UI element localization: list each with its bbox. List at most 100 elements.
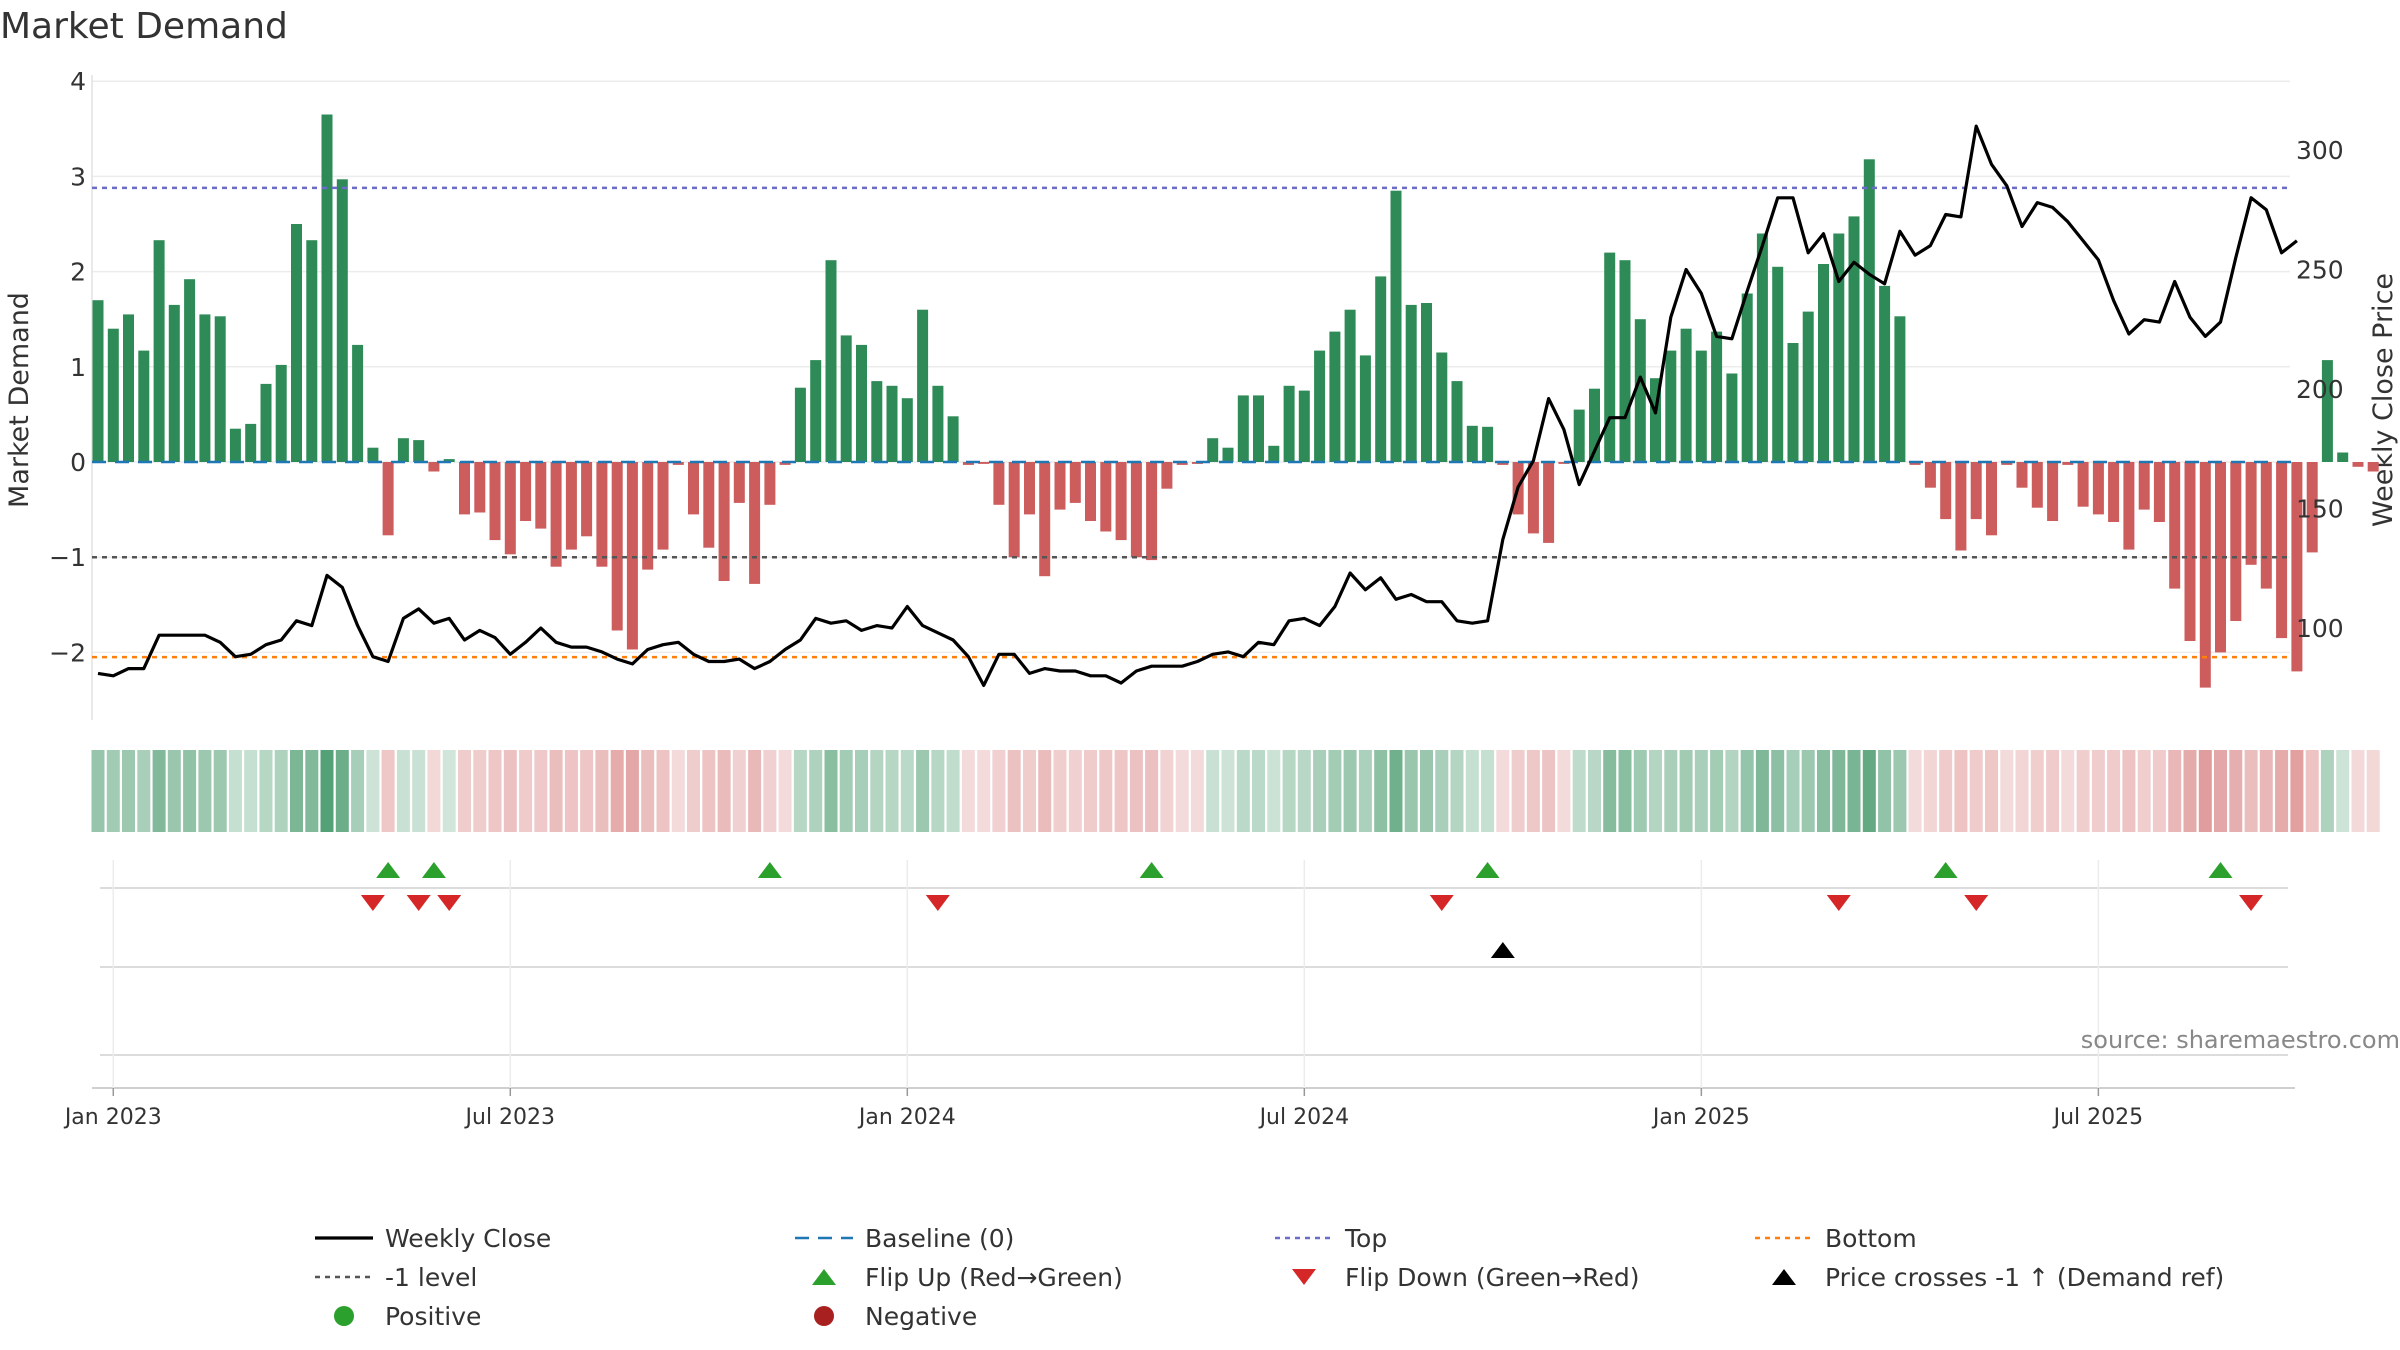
heat-cell <box>1496 750 1510 832</box>
heat-cell <box>1313 750 1327 832</box>
heat-cell <box>1053 750 1067 832</box>
heat-cell <box>1526 750 1540 832</box>
demand-bar <box>2001 462 2013 465</box>
demand-bar <box>2184 462 2196 641</box>
heat-cell <box>2259 750 2273 832</box>
demand-bar <box>153 240 165 462</box>
heat-cell <box>916 750 930 832</box>
demand-bar <box>886 385 898 462</box>
heat-cell <box>1801 750 1815 832</box>
left-tick-label: 2 <box>70 258 86 287</box>
demand-bar <box>596 462 608 567</box>
demand-bar <box>1802 311 1814 462</box>
demand-bar <box>413 440 425 462</box>
flip-down-marker <box>1429 895 1454 911</box>
demand-bar <box>856 344 867 462</box>
heat-cell <box>2168 750 2182 832</box>
heat-cell <box>167 750 181 832</box>
demand-bar <box>794 387 806 462</box>
demand-bar <box>733 462 745 503</box>
heat-cell <box>1343 750 1357 832</box>
demand-bar <box>1054 462 1066 510</box>
demand-bar <box>1421 303 1432 462</box>
demand-bar <box>474 462 486 513</box>
heat-cell <box>1969 750 1983 832</box>
demand-bar <box>1024 462 1035 515</box>
heat-cell <box>1572 750 1586 832</box>
demand-bar <box>2153 462 2165 522</box>
heat-cell <box>1435 750 1449 832</box>
flip-up-marker <box>421 862 446 878</box>
demand-bar <box>1039 462 1051 577</box>
demand-bar <box>1008 462 1020 558</box>
heat-cell <box>1862 750 1876 832</box>
heat-cell <box>2336 750 2350 832</box>
demand-bar <box>1222 447 1234 462</box>
demand-bar <box>1497 462 1509 465</box>
demand-bar <box>1359 355 1371 462</box>
demand-bar <box>565 462 577 550</box>
demand-bar <box>1314 350 1326 462</box>
heat-cell <box>228 750 242 832</box>
heat-cell <box>1328 750 1342 832</box>
demand-bar <box>1161 462 1173 489</box>
legend: Weekly Close Baseline (0) Top Bottom -1 leve… <box>315 1224 2224 1331</box>
demand-bar <box>1298 390 1310 462</box>
demand-bar <box>1451 381 1463 462</box>
date-tick-label: Jan 2025 <box>1651 1105 1750 1130</box>
heat-cell <box>259 750 273 832</box>
right-tick-label: 200 <box>2296 375 2344 404</box>
demand-bar <box>1604 252 1616 462</box>
heat-cell <box>1633 750 1647 832</box>
heat-cell <box>366 750 380 832</box>
legend-item: Negative <box>814 1302 977 1331</box>
price-cross-marker <box>1490 942 1515 958</box>
heat-cell <box>1282 750 1296 832</box>
heat-cell <box>870 750 884 832</box>
heat-cell <box>1297 750 1311 832</box>
legend-label: Bottom <box>1825 1224 1917 1253</box>
demand-bar <box>2245 462 2257 565</box>
heat-cell <box>1893 750 1907 832</box>
demand-bar <box>978 462 990 464</box>
heat-cell <box>1420 750 1433 832</box>
demand-bar <box>2092 462 2104 515</box>
demand-bar <box>443 459 455 462</box>
demand-bar <box>1726 373 1738 462</box>
demand-bar <box>1818 264 1829 462</box>
heat-cell <box>748 750 762 832</box>
heat-cell <box>2351 750 2365 832</box>
price-series <box>97 124 2298 688</box>
heat-cell <box>1618 750 1632 832</box>
flip-down-marker <box>2239 895 2264 911</box>
demand-bar <box>1253 395 1264 462</box>
date-tick-label: Jul 2025 <box>2052 1105 2144 1130</box>
grid <box>91 75 2290 720</box>
heat-cell <box>244 750 258 832</box>
demand-bar <box>1436 352 1448 462</box>
demand-bar <box>260 383 272 462</box>
demand-bar <box>2077 462 2089 507</box>
demand-bar <box>1146 462 1158 561</box>
demand-bar <box>1787 343 1799 462</box>
heat-cell <box>763 750 777 832</box>
demand-bar <box>2199 462 2211 688</box>
legend-label: Top <box>1344 1224 1387 1253</box>
legend-item: Top <box>1275 1224 1387 1253</box>
heat-cell <box>2290 750 2304 832</box>
heat-cell <box>534 750 548 832</box>
heat-cell <box>1175 750 1189 832</box>
demand-heat-strip <box>91 750 2380 832</box>
demand-bar <box>459 462 470 515</box>
heat-cell <box>2275 750 2289 832</box>
flip-up-marker <box>1139 862 1164 878</box>
demand-bar <box>291 224 302 462</box>
left-tick-label: −2 <box>49 638 86 667</box>
heat-cell <box>381 750 395 832</box>
left-tick-label: 3 <box>70 162 86 191</box>
demand-bar <box>1344 309 1356 462</box>
demand-bar <box>168 304 180 462</box>
heat-cell <box>2152 750 2166 832</box>
heat-cell <box>1099 750 1113 832</box>
